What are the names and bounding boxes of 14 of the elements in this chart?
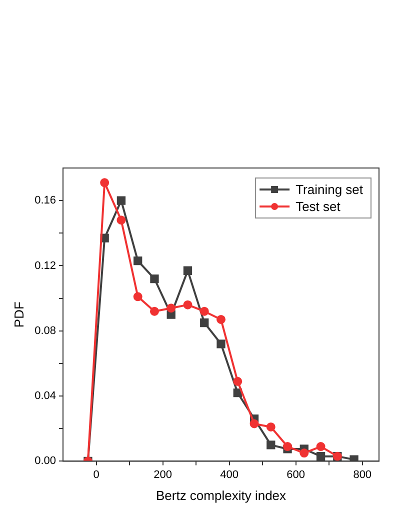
legend-label: Test set	[296, 199, 341, 214]
y-tick-label: 0.04	[34, 390, 56, 402]
y-tick-label: 0.00	[34, 455, 56, 468]
legend-label: Training set	[296, 182, 364, 198]
x-tick-label: 400	[220, 468, 238, 481]
y-tick-label: 0.12	[34, 260, 56, 272]
x-tick-label: 800	[353, 468, 372, 481]
y-tick-label: 0.16	[34, 194, 56, 207]
x-axis-title: Bertz complexity index	[156, 488, 287, 503]
y-tick-label: 0.08	[34, 324, 56, 337]
x-tick-label: 200	[154, 468, 172, 481]
x-tick-label: 0	[93, 468, 100, 481]
x-tick-label: 600	[286, 468, 306, 481]
y-axis-title: PDF	[11, 302, 26, 328]
